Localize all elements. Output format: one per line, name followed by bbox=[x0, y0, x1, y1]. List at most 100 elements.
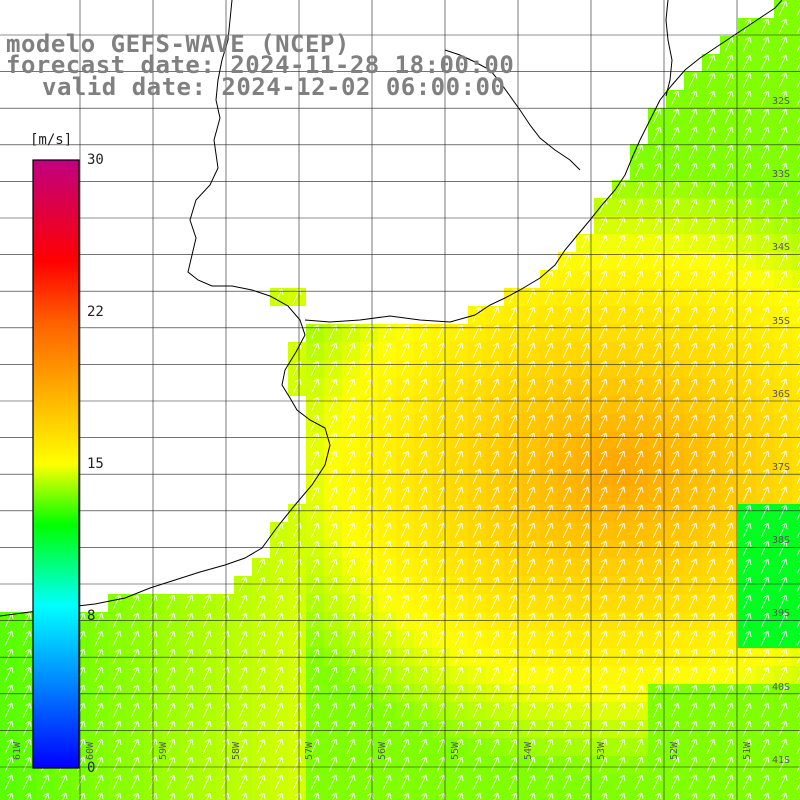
wind-arrow bbox=[760, 342, 770, 359]
wind-arrow bbox=[688, 738, 698, 755]
wind-arrow bbox=[580, 702, 590, 719]
wind-arrow bbox=[544, 378, 554, 395]
wind-speed-cell bbox=[756, 612, 774, 630]
wind-arrow bbox=[670, 432, 680, 449]
wind-arrow bbox=[382, 774, 392, 791]
wind-speed-cell bbox=[468, 342, 486, 360]
wind-arrow bbox=[724, 144, 734, 161]
wind-speed-cell bbox=[774, 216, 792, 234]
wind-arrow bbox=[742, 126, 752, 143]
wind-speed-cell bbox=[666, 792, 684, 800]
wind-speed-cell bbox=[684, 342, 702, 360]
wind-arrow bbox=[742, 702, 752, 719]
wind-speed-cell bbox=[612, 198, 630, 216]
wind-speed-cell bbox=[684, 684, 702, 702]
wind-speed-cell bbox=[216, 666, 234, 684]
wind-speed-cell bbox=[792, 432, 800, 450]
wind-arrow bbox=[508, 702, 518, 719]
wind-speed-cell bbox=[504, 288, 522, 306]
wind-arrow bbox=[580, 720, 590, 737]
wind-speed-cell bbox=[414, 612, 432, 630]
wind-arrow bbox=[472, 432, 482, 449]
wind-speed-cell bbox=[306, 702, 324, 720]
wind-speed-cell bbox=[756, 522, 774, 540]
wind-arrow bbox=[166, 648, 176, 665]
wind-speed-cell bbox=[126, 792, 144, 800]
wind-speed-cell bbox=[774, 792, 792, 800]
longitude-label: 56W bbox=[377, 741, 388, 760]
wind-speed-cell bbox=[666, 306, 684, 324]
wind-speed-cell bbox=[738, 234, 756, 252]
wind-speed-cell bbox=[738, 504, 756, 522]
wind-arrow bbox=[130, 774, 140, 791]
wind-arrow bbox=[670, 270, 680, 287]
wind-arrow bbox=[418, 648, 428, 665]
wind-speed-cell bbox=[666, 108, 684, 126]
wind-arrow bbox=[634, 702, 644, 719]
wind-speed-cell bbox=[684, 720, 702, 738]
wind-arrow bbox=[400, 576, 410, 593]
wind-arrow bbox=[778, 90, 788, 107]
wind-speed-cell bbox=[576, 270, 594, 288]
wind-speed-cell bbox=[540, 306, 558, 324]
wind-arrow bbox=[202, 756, 212, 773]
wind-arrow bbox=[580, 774, 590, 791]
wind-arrow bbox=[490, 540, 500, 557]
wind-speed-cell bbox=[450, 630, 468, 648]
wind-arrow bbox=[742, 504, 752, 521]
wind-speed-cell bbox=[504, 684, 522, 702]
wind-arrow bbox=[472, 504, 482, 521]
wind-speed-cell bbox=[252, 720, 270, 738]
wind-speed-cell bbox=[756, 504, 774, 522]
wind-speed-cell bbox=[576, 540, 594, 558]
wind-speed-cell bbox=[774, 252, 792, 270]
wind-speed-cell bbox=[774, 288, 792, 306]
wind-arrow bbox=[742, 432, 752, 449]
wind-speed-cell bbox=[684, 234, 702, 252]
wind-speed-cell bbox=[252, 666, 270, 684]
wind-speed-cell bbox=[594, 306, 612, 324]
wind-arrow bbox=[490, 486, 500, 503]
wind-speed-cell bbox=[288, 738, 306, 756]
wind-arrow bbox=[742, 720, 752, 737]
wind-speed-cell bbox=[90, 702, 108, 720]
wind-speed-cell bbox=[648, 270, 666, 288]
wind-arrow bbox=[490, 522, 500, 539]
wind-arrow bbox=[544, 342, 554, 359]
wind-speed-cell bbox=[396, 486, 414, 504]
wind-arrow bbox=[310, 594, 320, 611]
wind-arrow bbox=[760, 486, 770, 503]
wind-speed-cell bbox=[432, 792, 450, 800]
wind-arrow bbox=[240, 792, 248, 800]
wind-speed-cell bbox=[180, 630, 198, 648]
wind-speed-cell bbox=[450, 612, 468, 630]
wind-speed-cell bbox=[756, 684, 774, 702]
wind-speed-cell bbox=[720, 216, 738, 234]
wind-arrow bbox=[510, 792, 518, 800]
wind-speed-cell bbox=[774, 378, 792, 396]
wind-speed-cell bbox=[468, 432, 486, 450]
wind-speed-cell bbox=[504, 774, 522, 792]
wind-speed-cell bbox=[180, 594, 198, 612]
wind-arrow bbox=[490, 450, 500, 467]
wind-speed-cell bbox=[720, 36, 738, 54]
wind-speed-cell bbox=[504, 720, 522, 738]
wind-arrow bbox=[724, 90, 734, 107]
wind-speed-cell bbox=[630, 414, 648, 432]
wind-speed-cell bbox=[288, 684, 306, 702]
wind-arrow bbox=[706, 450, 716, 467]
wind-arrow bbox=[472, 630, 482, 647]
wind-speed-cell bbox=[756, 540, 774, 558]
wind-arrow bbox=[94, 648, 104, 665]
wind-arrow bbox=[598, 684, 608, 701]
wind-speed-cell bbox=[684, 738, 702, 756]
wind-arrow bbox=[652, 540, 662, 557]
wind-speed-cell bbox=[396, 342, 414, 360]
wind-speed-cell bbox=[576, 774, 594, 792]
wind-arrow bbox=[652, 306, 662, 323]
wind-arrow bbox=[418, 540, 428, 557]
wind-speed-cell bbox=[792, 360, 800, 378]
wind-arrow bbox=[564, 792, 572, 800]
wind-speed-cell bbox=[486, 306, 504, 324]
wind-arrow bbox=[22, 630, 32, 647]
